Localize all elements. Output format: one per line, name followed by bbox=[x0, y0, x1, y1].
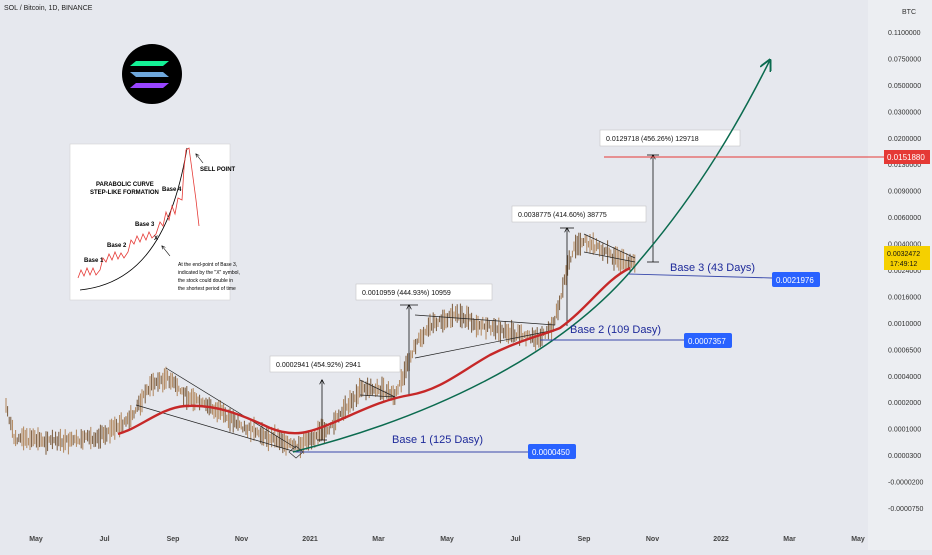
time-tick-label: May bbox=[851, 536, 865, 543]
base1-price-tag[interactable]: 0.0000450 bbox=[528, 444, 576, 459]
time-tick-label: Nov bbox=[646, 536, 659, 543]
price-tick-label: 0.0006500 bbox=[888, 347, 921, 354]
svg-text:0.0151880: 0.0151880 bbox=[887, 153, 925, 162]
time-tick-label: 2021 bbox=[302, 536, 318, 543]
moving-average-line bbox=[117, 266, 631, 436]
inset-sell-pointer bbox=[196, 154, 204, 164]
base2-price-tag[interactable]: 0.0007357 bbox=[684, 333, 732, 348]
inset-base1: Base 1 bbox=[84, 258, 104, 264]
price-tick-label: 0.0200000 bbox=[888, 136, 921, 143]
channel-line bbox=[414, 329, 556, 359]
measure-label-1: 0.0002941 (454.92%) 2941 bbox=[269, 355, 401, 373]
base-line-3 bbox=[627, 273, 773, 279]
price-tick-label: 0.0090000 bbox=[888, 189, 921, 196]
time-tick-label: Sep bbox=[167, 536, 180, 543]
price-tick-label: -0.0000200 bbox=[888, 480, 924, 487]
price-tick-label: 0.0300000 bbox=[888, 109, 921, 116]
parabolic-curve bbox=[292, 60, 770, 453]
base3-price-tag[interactable]: 0.0021976 bbox=[772, 272, 820, 287]
inset-curve bbox=[79, 147, 188, 291]
svg-text:0.0010959 (444.93%) 10959: 0.0010959 (444.93%) 10959 bbox=[362, 290, 451, 297]
time-tick-label: Nov bbox=[235, 536, 248, 543]
price-tick-label: 0.0060000 bbox=[888, 215, 921, 222]
inset-subtitle: STEP-LIKE FORMATION bbox=[90, 190, 159, 196]
price-tick-label: 0.0130000 bbox=[888, 162, 921, 169]
svg-text:0.0129718 (456.26%) 129718: 0.0129718 (456.26%) 129718 bbox=[606, 136, 699, 143]
price-tick-label: 0.0040000 bbox=[888, 242, 921, 249]
inset-sell-label: SELL POINT bbox=[200, 167, 236, 173]
price-tick-label: 0.0750000 bbox=[888, 56, 921, 63]
base1-marker bbox=[288, 445, 304, 459]
inset-price-zigzag bbox=[77, 147, 200, 279]
channel-line bbox=[583, 251, 636, 263]
channel-line bbox=[359, 394, 396, 398]
time-tick-label: Mar bbox=[372, 536, 385, 543]
measure-label-3: 0.0038775 (414.60%) 38775 bbox=[511, 205, 647, 223]
channel-line bbox=[414, 314, 556, 326]
price-tick-label: 0.0002000 bbox=[888, 400, 921, 407]
svg-text:0.0038775 (414.60%) 38775: 0.0038775 (414.60%) 38775 bbox=[518, 212, 607, 219]
price-tick-label: 0.0004000 bbox=[888, 374, 921, 381]
inset-note-line: indicated by the "X" symbol, bbox=[178, 270, 240, 276]
candles-group bbox=[5, 232, 636, 459]
svg-text:0.0032472: 0.0032472 bbox=[887, 251, 920, 258]
time-tick-label: May bbox=[29, 536, 43, 543]
inset-note-line: the stock could double in bbox=[178, 278, 233, 284]
time-tick-label: Jul bbox=[99, 536, 109, 543]
price-tick-label: 0.0024000 bbox=[888, 268, 921, 275]
time-tick-label: Sep bbox=[578, 536, 591, 543]
measure-label-2: 0.0010959 (444.93%) 10959 bbox=[355, 283, 493, 301]
currency-label: BTC bbox=[902, 9, 916, 16]
inset-note-line: At the end-point of Base 3, bbox=[178, 262, 237, 268]
symbol-title[interactable]: SOL / Bitcoin, 1D, BINANCE bbox=[4, 5, 93, 12]
time-tick-label: Mar bbox=[783, 536, 796, 543]
inset-title: PARABOLIC CURVE bbox=[96, 182, 154, 188]
channel-line bbox=[165, 367, 297, 449]
solana-logo-icon bbox=[122, 44, 182, 104]
inset-x-marker: X bbox=[154, 236, 158, 242]
inset-x-pointer bbox=[162, 246, 171, 257]
price-tick-label: 0.1100000 bbox=[888, 30, 921, 37]
channel-line bbox=[359, 379, 396, 398]
price-tick-label: 0.0016000 bbox=[888, 294, 921, 301]
inset-base2: Base 2 bbox=[107, 243, 127, 249]
time-tick-label: May bbox=[440, 536, 454, 543]
current-price-tag[interactable]: 0.0032472 17:49:12 bbox=[884, 246, 930, 270]
base2-label: Base 2 (109 Dasy) bbox=[570, 324, 661, 336]
target-price-tag[interactable]: 0.0151880 bbox=[884, 150, 930, 164]
base1-label: Base 1 (125 Dasy) bbox=[392, 434, 483, 446]
price-tick-label: 0.0000300 bbox=[888, 453, 921, 460]
price-axis-panel[interactable] bbox=[868, 0, 932, 550]
measure-label-4: 0.0129718 (456.26%) 129718 bbox=[599, 129, 741, 147]
price-tick-label: 0.0001000 bbox=[888, 427, 921, 434]
svg-text:0.0002941 (454.92%) 2941: 0.0002941 (454.92%) 2941 bbox=[276, 362, 361, 369]
inset-base3: Base 3 bbox=[135, 222, 155, 228]
base3-label: Base 3 (43 Days) bbox=[670, 262, 755, 274]
parabolic-inset-diagram: PARABOLIC CURVE STEP-LIKE FORMATION SELL… bbox=[69, 143, 240, 301]
channel-line bbox=[583, 233, 636, 259]
inset-base4: Base 4 bbox=[162, 187, 182, 193]
price-tick-label: 0.0500000 bbox=[888, 83, 921, 90]
price-tick-label: -0.0000750 bbox=[888, 506, 924, 513]
price-tick-label: 0.0010000 bbox=[888, 321, 921, 328]
time-tick-label: 2022 bbox=[713, 536, 729, 543]
svg-text:0.0007357: 0.0007357 bbox=[688, 337, 726, 346]
svg-text:0.0000450: 0.0000450 bbox=[532, 448, 570, 457]
time-tick-label: Jul bbox=[510, 536, 520, 543]
inset-note-line: the shortest period of time bbox=[178, 286, 236, 292]
svg-text:0.0021976: 0.0021976 bbox=[776, 276, 814, 285]
svg-text:17:49:12: 17:49:12 bbox=[890, 261, 917, 268]
